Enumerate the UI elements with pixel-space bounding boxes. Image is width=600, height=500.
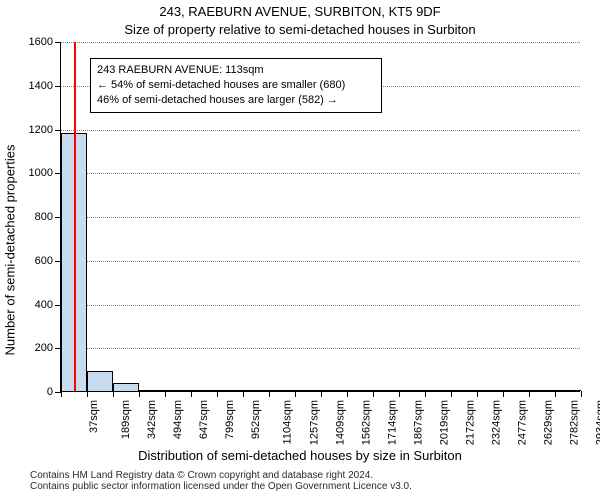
- y-tick-label: 1000: [29, 167, 61, 179]
- y-tick-label: 400: [35, 299, 61, 311]
- x-tick: [321, 391, 322, 397]
- chart-title-description: Size of property relative to semi-detach…: [0, 22, 600, 37]
- annotation-line: ← 54% of semi-detached houses are smalle…: [97, 78, 375, 93]
- histogram-bar: [555, 390, 581, 391]
- y-tick-label: 1200: [29, 124, 61, 136]
- histogram-bar: [425, 390, 451, 391]
- y-axis-label: Number of semi-detached properties: [3, 145, 18, 356]
- gridline-horizontal: [61, 305, 580, 306]
- histogram-bar: [295, 390, 321, 391]
- x-tick-label: 2629sqm: [542, 400, 554, 445]
- y-tick-label: 200: [35, 342, 61, 354]
- x-tick-label: 342sqm: [146, 400, 158, 439]
- x-tick-label: 494sqm: [172, 400, 184, 439]
- x-tick: [139, 391, 140, 397]
- histogram-bar: [477, 390, 503, 391]
- gridline-horizontal: [61, 42, 580, 43]
- chart-title-address: 243, RAEBURN AVENUE, SURBITON, KT5 9DF: [0, 4, 600, 19]
- x-tick: [61, 391, 62, 397]
- annotation-line: 243 RAEBURN AVENUE: 113sqm: [97, 63, 375, 78]
- gridline-horizontal: [61, 348, 580, 349]
- footer-attribution: Contains HM Land Registry data © Crown c…: [0, 470, 600, 492]
- gridline-horizontal: [61, 173, 580, 174]
- y-tick-label: 600: [35, 255, 61, 267]
- x-tick: [243, 391, 244, 397]
- x-tick-label: 1562sqm: [360, 400, 372, 445]
- x-tick: [373, 391, 374, 397]
- footer-line: Contains HM Land Registry data © Crown c…: [0, 470, 600, 481]
- x-tick: [581, 391, 582, 397]
- x-tick: [555, 391, 556, 397]
- histogram-bar: [373, 390, 399, 391]
- x-tick-label: 1714sqm: [386, 400, 398, 445]
- histogram-bar: [87, 371, 113, 391]
- x-tick: [295, 391, 296, 397]
- histogram-bar: [503, 390, 529, 391]
- x-tick: [399, 391, 400, 397]
- x-tick-label: 952sqm: [250, 400, 262, 439]
- x-tick: [503, 391, 504, 397]
- x-tick-label: 37sqm: [88, 400, 100, 433]
- x-tick-label: 799sqm: [224, 400, 236, 439]
- histogram-bar: [529, 390, 555, 391]
- x-tick: [269, 391, 270, 397]
- x-tick-label: 2172sqm: [464, 400, 476, 445]
- histogram-bar: [139, 390, 165, 391]
- x-tick-label: 1409sqm: [334, 400, 346, 445]
- x-tick: [425, 391, 426, 397]
- gridline-horizontal: [61, 261, 580, 262]
- annotation-box: 243 RAEBURN AVENUE: 113sqm← 54% of semi-…: [90, 58, 382, 113]
- footer-line: Contains public sector information licen…: [0, 481, 600, 492]
- histogram-bar: [347, 390, 373, 391]
- x-tick: [87, 391, 88, 397]
- x-tick: [477, 391, 478, 397]
- x-tick-label: 1867sqm: [412, 400, 424, 445]
- chart-container: { "chart": { "type": "histogram", "title…: [0, 0, 600, 500]
- x-tick: [217, 391, 218, 397]
- x-tick-label: 2782sqm: [568, 400, 580, 445]
- x-tick: [191, 391, 192, 397]
- y-tick-label: 1400: [29, 80, 61, 92]
- x-tick: [347, 391, 348, 397]
- histogram-bar: [321, 390, 347, 391]
- x-axis-label: Distribution of semi-detached houses by …: [138, 448, 462, 463]
- gridline-horizontal: [61, 217, 580, 218]
- x-tick-label: 2477sqm: [516, 400, 528, 445]
- x-tick-label: 2934sqm: [594, 400, 600, 445]
- x-tick-label: 2019sqm: [438, 400, 450, 445]
- histogram-bar: [217, 390, 243, 391]
- x-tick: [451, 391, 452, 397]
- y-tick-label: 800: [35, 211, 61, 223]
- x-tick-label: 189sqm: [120, 400, 132, 439]
- x-tick: [165, 391, 166, 397]
- x-tick: [113, 391, 114, 397]
- histogram-bar: [399, 390, 425, 391]
- y-tick-label: 0: [47, 386, 61, 398]
- x-axis-label-wrap: Distribution of semi-detached houses by …: [0, 448, 600, 463]
- histogram-bar: [451, 390, 477, 391]
- reference-line: [74, 42, 76, 391]
- histogram-bar: [269, 390, 295, 391]
- histogram-bar: [165, 390, 191, 391]
- histogram-bar: [243, 390, 269, 391]
- histogram-bar: [113, 383, 139, 391]
- x-tick-label: 647sqm: [198, 400, 210, 439]
- y-tick-label: 1600: [29, 36, 61, 48]
- gridline-horizontal: [61, 130, 580, 131]
- x-tick-label: 1104sqm: [281, 400, 293, 444]
- histogram-bar: [191, 390, 217, 391]
- x-tick-label: 2324sqm: [490, 400, 502, 445]
- annotation-line: 46% of semi-detached houses are larger (…: [97, 93, 375, 108]
- x-tick-label: 1257sqm: [308, 400, 320, 445]
- x-tick: [529, 391, 530, 397]
